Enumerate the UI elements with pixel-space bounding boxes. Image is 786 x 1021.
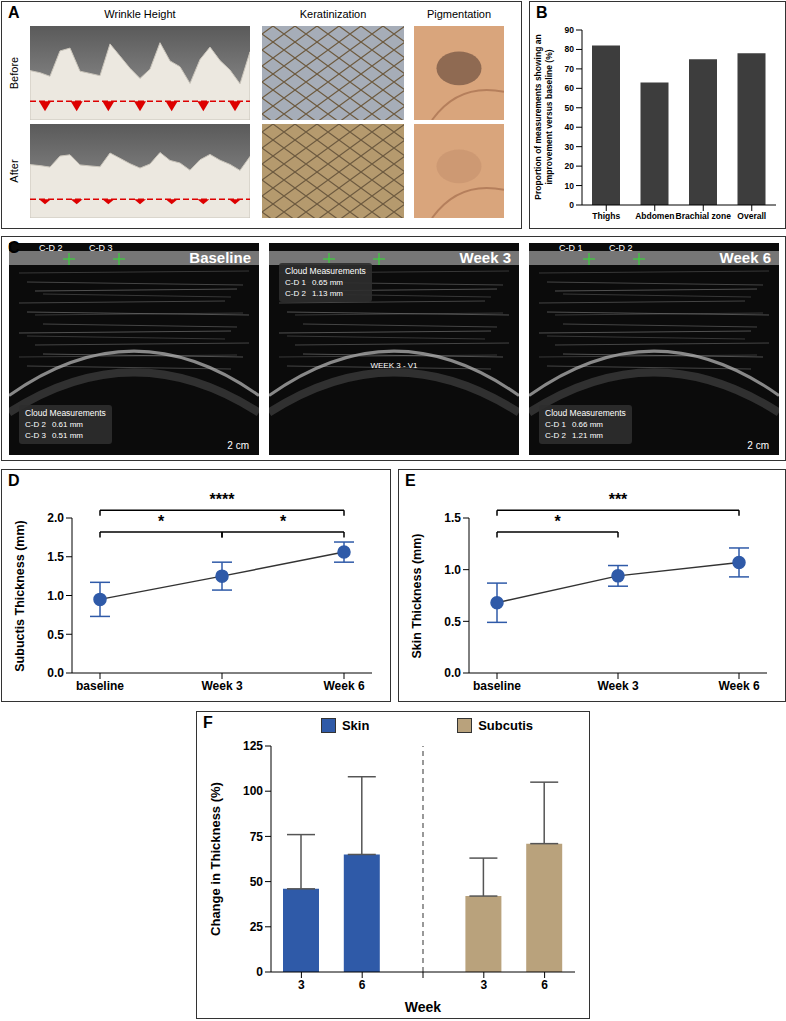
svg-text:Week 3: Week 3 [597,679,638,693]
svg-text:Thighs: Thighs [592,211,620,221]
svg-text:125: 125 [243,739,263,753]
svg-text:1.5: 1.5 [444,511,461,525]
svg-text:Abdomen: Abdomen [635,211,674,221]
svg-text:90: 90 [565,25,575,35]
html-text:A: A [8,4,20,21]
svg-text:baseline: baseline [76,679,124,693]
svg-text:20: 20 [565,161,575,171]
svg-text:Week 3: Week 3 [201,679,242,693]
svg-text:0.5: 0.5 [47,628,64,642]
svg-text:Brachial zone: Brachial zone [676,211,732,221]
html-text:C-D 3: C-D 3 [89,243,113,253]
html-text:Subuctis Thickness (mm): Subuctis Thickness (mm) [13,519,27,672]
html-text:0.66 mm: 0.66 mm [571,420,603,429]
html-text:Wrinkle Height: Wrinkle Height [104,8,176,20]
html-text:C-D 1: C-D 1 [559,243,583,253]
svg-text:Overall: Overall [737,211,766,221]
html-text:WEEK 3 - V1: WEEK 3 - V1 [370,361,418,370]
svg-text:*: * [280,513,287,530]
html-text:C-D 2: C-D 2 [609,243,633,253]
svg-text:2.0: 2.0 [47,511,64,525]
html-text:C-D 2: C-D 2 [25,420,46,429]
html-text:F: F [203,714,213,731]
html-text:C-D 1: C-D 1 [545,420,566,429]
html-text:C-D 1: C-D 1 [285,278,306,287]
svg-text:6: 6 [541,978,548,992]
html-text:C: C [8,239,20,256]
html-text:C-D 2: C-D 2 [545,431,566,440]
html-text:Before: Before [8,56,20,90]
svg-text:50: 50 [565,103,575,113]
html-text:2 cm: 2 cm [227,440,249,451]
svg-text:80: 80 [565,44,575,54]
svg-text:10: 10 [565,181,575,191]
svg-text:1.0: 1.0 [47,589,64,603]
svg-text:60: 60 [565,83,575,93]
svg-text:3: 3 [480,978,487,992]
html-text:1.21 mm: 1.21 mm [571,431,603,440]
svg-text:***: *** [609,491,628,508]
svg-text:70: 70 [565,64,575,74]
svg-text:75: 75 [250,830,264,844]
svg-text:baseline: baseline [473,679,521,693]
html-text:Cloud Measurements: Cloud Measurements [25,408,106,418]
svg-text:0.0: 0.0 [444,666,461,680]
svg-text:1.0: 1.0 [444,563,461,577]
html-text:Proportion of measurements sho: Proportion of measurements showing an im… [532,34,554,200]
html-text:2 cm: 2 cm [747,440,769,451]
svg-text:Week 6: Week 6 [323,679,364,693]
svg-text:25: 25 [250,920,264,934]
html-text:Change in Thickness (%): Change in Thickness (%) [207,782,223,936]
html-text:0.65 mm: 0.65 mm [311,278,343,287]
svg-text:6: 6 [359,978,366,992]
svg-text:3: 3 [298,978,305,992]
html-text:Week 3: Week 3 [459,249,511,266]
svg-text:40: 40 [565,122,575,132]
svg-text:Week: Week [405,999,442,1015]
html-text:1.13 mm: 1.13 mm [311,289,343,298]
html-text:B: B [536,4,548,21]
svg-text:0: 0 [569,200,574,210]
svg-text:*: * [158,513,165,530]
html-text:C-D 3: C-D 3 [25,431,46,440]
html-text:Skin Thickness (mm): Skin Thickness (mm) [410,533,424,658]
svg-text:0.5: 0.5 [444,615,461,629]
html-text:0.51 mm: 0.51 mm [51,431,83,440]
svg-text:100: 100 [243,784,263,798]
html-text:0.61 mm: 0.61 mm [51,420,83,429]
html-text:After: After [8,159,20,183]
html-text:Keratinization: Keratinization [299,8,367,20]
html-text:E: E [405,472,416,489]
html-text:Subcutis: Subcutis [478,718,534,733]
svg-text:30: 30 [565,142,575,152]
html-text:C-D 2: C-D 2 [285,289,306,298]
html-text:Cloud Measurements: Cloud Measurements [285,266,366,276]
html-text:Week 6: Week 6 [719,249,771,266]
svg-text:50: 50 [250,875,264,889]
html-text:Baseline: Baseline [189,249,251,266]
svg-text:****: **** [210,491,236,508]
html-text:D: D [8,472,20,489]
html-text:C-D 2: C-D 2 [39,243,63,253]
svg-text:Week 6: Week 6 [718,679,759,693]
html-text:Skin: Skin [341,718,370,733]
svg-text:0.0: 0.0 [47,666,64,680]
svg-text:1.5: 1.5 [47,550,64,564]
svg-text:0: 0 [256,965,263,979]
html-text:Pigmentation: Pigmentation [426,8,492,20]
svg-text:*: * [554,513,561,530]
html-text:Cloud Measurements: Cloud Measurements [545,408,626,418]
